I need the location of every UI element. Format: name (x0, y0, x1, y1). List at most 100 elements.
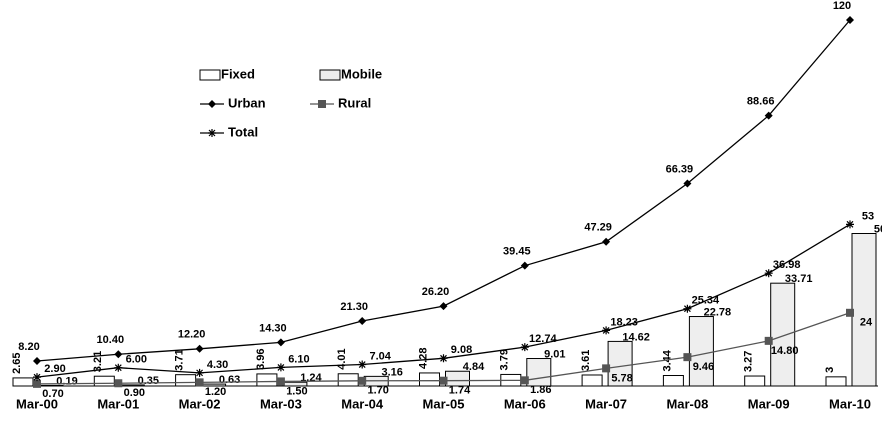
data-label: 12.20 (178, 329, 206, 341)
bar (744, 375, 766, 387)
x-tick-label: Mar-05 (423, 396, 465, 411)
bar (825, 376, 847, 387)
data-label: 0.63 (219, 374, 240, 386)
data-label: 88.66 (747, 95, 775, 107)
marker (33, 373, 41, 382)
bar (688, 316, 714, 387)
marker (764, 269, 773, 278)
data-label: 1.86 (530, 384, 551, 396)
data-label: 39.45 (503, 246, 531, 258)
data-label: 8.20 (18, 341, 39, 353)
legend-label: Urban (228, 95, 266, 110)
marker (846, 16, 854, 24)
data-label: 2.90 (44, 363, 65, 375)
data-label: 5.78 (611, 372, 632, 384)
data-label: 24 (860, 317, 873, 329)
data-label: 6.00 (126, 354, 147, 366)
legend-marker (208, 129, 216, 137)
x-tick-label: Mar-02 (179, 396, 221, 411)
data-label: 1.20 (205, 386, 226, 398)
marker (33, 379, 41, 388)
data-label: 6.10 (288, 353, 309, 365)
legend-marker (318, 100, 326, 108)
data-label: 47.29 (584, 222, 612, 234)
bar (581, 374, 603, 387)
data-label: 3.71 (174, 349, 186, 370)
data-label: 0.19 (56, 375, 77, 387)
marker (33, 356, 41, 365)
data-label: 1.70 (367, 385, 388, 397)
marker (846, 308, 854, 317)
bar (337, 373, 359, 387)
data-label: 14.80 (771, 345, 799, 357)
marker (439, 354, 448, 363)
data-label: 9.08 (451, 344, 472, 356)
bar (175, 374, 197, 387)
data-label: 1.74 (449, 385, 471, 397)
legend-swatch (199, 69, 221, 81)
marker (276, 377, 285, 386)
data-label: 53 (862, 210, 874, 222)
bar (851, 233, 877, 387)
data-label: 3.96 (255, 349, 267, 370)
data-label: 36.98 (773, 259, 801, 271)
legend-label: Mobile (341, 66, 382, 81)
bar (12, 377, 34, 387)
x-tick-label: Mar-00 (16, 396, 58, 411)
data-label: 22.78 (704, 306, 732, 318)
data-label: 2.65 (11, 352, 23, 373)
data-label: 9.46 (693, 361, 714, 373)
data-label: 0.90 (124, 387, 145, 399)
x-tick-label: Mar-09 (748, 396, 790, 411)
data-label: 1.24 (300, 372, 322, 384)
marker (358, 360, 367, 369)
data-label: 10.40 (97, 334, 125, 346)
data-label: 33.71 (785, 273, 813, 285)
marker (520, 343, 529, 352)
bar (607, 340, 633, 387)
legend-label: Rural (338, 95, 371, 110)
marker (195, 378, 204, 387)
bar (770, 282, 796, 387)
data-label: 3 (824, 367, 836, 373)
marker (276, 363, 285, 372)
x-tick-label: Mar-08 (666, 396, 708, 411)
marker (764, 336, 773, 345)
marker (602, 364, 611, 373)
marker (114, 350, 123, 359)
marker (520, 261, 529, 270)
legend-label: Fixed (221, 66, 255, 81)
legend-swatch (319, 69, 341, 81)
data-label: 4.28 (417, 348, 429, 369)
legend-label: Total (228, 124, 258, 139)
marker (846, 220, 854, 229)
marker (358, 317, 367, 326)
marker (439, 302, 448, 311)
marker (195, 344, 204, 353)
bar (662, 375, 684, 387)
data-label: 50 (874, 223, 882, 235)
data-label: 0.35 (138, 375, 159, 387)
data-label: 1.50 (286, 385, 307, 397)
data-label: 0.70 (42, 388, 63, 400)
legend-marker (208, 100, 216, 108)
data-label: 12.74 (529, 333, 557, 345)
marker (683, 179, 692, 188)
data-label: 18.23 (610, 316, 638, 328)
x-tick-label: Mar-03 (260, 396, 302, 411)
x-tick-label: Mar-04 (341, 396, 384, 411)
x-tick-label: Mar-07 (585, 396, 627, 411)
marker (195, 368, 204, 377)
data-label: 21.30 (340, 301, 368, 313)
data-label: 4.84 (463, 361, 485, 373)
data-label: 3.61 (580, 350, 592, 371)
x-tick-label: Mar-01 (97, 396, 139, 411)
data-label: 66.39 (666, 163, 694, 175)
marker (114, 379, 123, 388)
data-label: 3.79 (499, 349, 511, 370)
bar (256, 373, 278, 387)
marker (520, 376, 529, 385)
marker (764, 111, 773, 120)
data-label: 4.01 (336, 348, 348, 369)
